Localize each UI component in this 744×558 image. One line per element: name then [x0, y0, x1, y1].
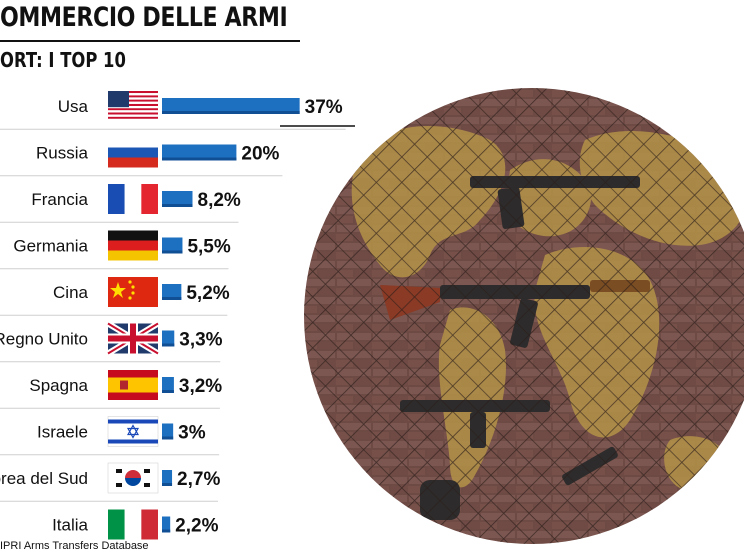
russia-flag-icon — [108, 137, 158, 168]
bar-shadow — [162, 111, 300, 114]
bar — [162, 423, 174, 440]
south-korea-flag-icon — [107, 462, 159, 494]
source-note: IPRI Arms Transfers Database — [0, 540, 149, 552]
bar — [162, 284, 182, 300]
israel-flag-icon — [107, 416, 159, 447]
bar-shadow — [162, 436, 174, 440]
world-map-weapons-illustration — [304, 88, 744, 544]
value-label: 2,2% — [175, 516, 218, 537]
value-label: 5,5% — [187, 237, 230, 258]
value-label: 3,2% — [179, 376, 222, 397]
category-label: orea del Sud — [0, 469, 88, 488]
bar-shadow — [162, 483, 173, 486]
category-label: Israele — [37, 423, 88, 442]
bar-shadow — [162, 204, 193, 207]
chart-subtitle: ORT: I TOP 10 — [0, 48, 126, 72]
value-label: 37% — [305, 97, 343, 118]
value-label: 3% — [178, 423, 206, 444]
category-label: Cina — [53, 283, 89, 302]
category-label: Regno Unito — [0, 330, 88, 349]
bar — [162, 377, 174, 393]
category-label: Usa — [58, 97, 89, 116]
uk-flag-icon — [106, 320, 160, 357]
bar — [162, 516, 171, 533]
category-label: Russia — [36, 144, 89, 163]
category-label: Italia — [52, 516, 88, 535]
bar — [162, 330, 175, 347]
bar-shadow — [162, 343, 175, 347]
value-label: 8,2% — [198, 190, 241, 211]
bar-shadow — [162, 250, 183, 254]
bar — [162, 191, 193, 207]
bar — [162, 98, 300, 114]
title-rule — [0, 40, 300, 42]
usa-flag-icon — [108, 91, 158, 121]
france-flag-icon — [108, 184, 158, 214]
chart-title: OMMERCIO DELLE ARMI — [0, 2, 288, 33]
category-label: Germania — [13, 237, 88, 256]
bar-shadow — [162, 297, 182, 300]
value-label: 2,7% — [177, 469, 220, 490]
value-label: 5,2% — [186, 283, 229, 304]
bar-shadow — [162, 390, 174, 393]
spain-flag-icon — [108, 370, 158, 400]
italy-flag-icon — [108, 509, 158, 540]
category-label: Francia — [31, 190, 88, 209]
bar-shadow — [162, 529, 171, 533]
value-label: 3,3% — [179, 330, 222, 351]
category-label: Spagna — [29, 376, 88, 395]
bar — [162, 237, 183, 254]
china-flag-icon — [108, 277, 158, 307]
bar — [162, 144, 237, 161]
germany-flag-icon — [108, 230, 158, 261]
bar-chart: Usa 37% Russia 20% Francia 8,2% Germania 5,5% Ci… — [0, 91, 355, 540]
value-label: 20% — [241, 144, 279, 165]
bar — [162, 470, 173, 486]
bar-shadow — [162, 157, 237, 161]
